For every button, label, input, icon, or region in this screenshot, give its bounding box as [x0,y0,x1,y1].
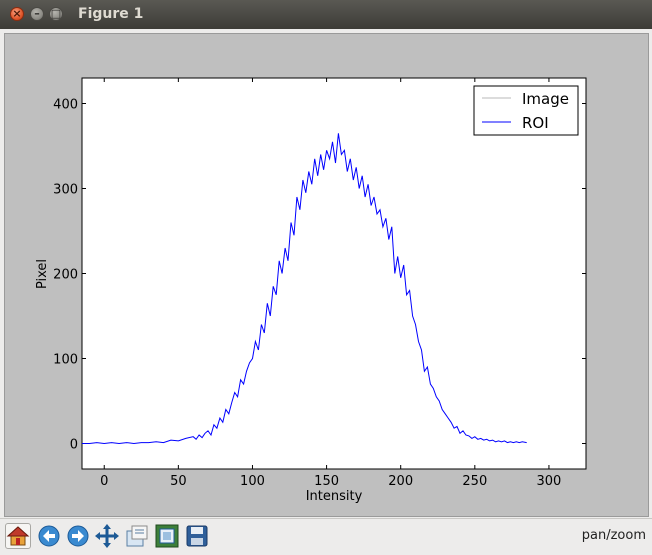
legend: Image ROI [473,85,579,136]
zoom-icon [126,525,148,547]
maximize-icon: □ [50,7,62,20]
legend-image-label: Image [522,90,569,108]
forward-icon [67,525,89,547]
x-tick-label: 200 [388,474,413,489]
pan-icon [95,524,119,548]
back-icon [38,525,60,547]
legend-box [473,85,579,136]
legend-roi-label: ROI [522,114,549,132]
save-button[interactable] [184,523,210,549]
title-bar: × – □ Figure 1 [0,0,652,30]
close-button[interactable]: × [10,7,24,21]
series-line-roi [82,133,527,445]
y-tick-label: 400 [53,98,78,113]
y-tick-label: 300 [53,183,78,198]
y-tick-label: 200 [53,268,78,283]
forward-button[interactable] [65,523,91,549]
zoom-button[interactable] [124,523,150,549]
window-title: Figure 1 [78,6,144,22]
x-tick-label: 0 [100,474,108,489]
subplots-icon [155,524,179,548]
minimize-button[interactable]: – [30,7,44,21]
home-icon [6,526,30,546]
x-axis-label: Intensity [306,489,363,504]
back-button[interactable] [36,523,62,549]
y-tick-label: 100 [53,353,78,368]
x-tick-label: 50 [170,474,187,489]
x-tick-label: 100 [240,474,265,489]
pan-button[interactable] [94,523,120,549]
y-axis-label: Pixel [35,259,50,289]
maximize-button[interactable]: □ [49,7,63,21]
status-text: pan/zoom [581,528,646,543]
x-tick-label: 250 [462,474,487,489]
y-tick-label: 0 [70,438,78,453]
axes-background [81,77,587,470]
save-icon [186,525,208,547]
x-tick-label: 300 [537,474,562,489]
close-icon: × [12,7,22,20]
minimize-icon: – [34,7,40,20]
x-tick-label: 150 [314,474,339,489]
home-button[interactable] [5,523,31,549]
subplots-button[interactable] [154,523,180,549]
